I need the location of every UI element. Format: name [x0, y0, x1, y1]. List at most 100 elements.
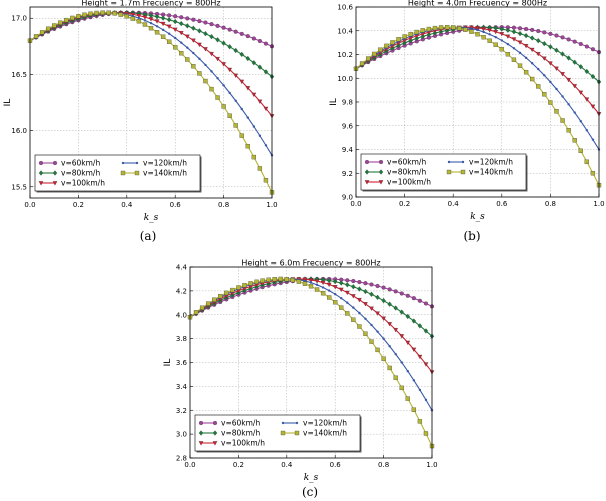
- data-point-c-4: [376, 330, 379, 333]
- x-tick-label-c: 0.8: [378, 461, 389, 469]
- data-point-c-4: [418, 388, 422, 392]
- series-a-5: [27, 10, 275, 195]
- x-tick-label-c: 1.0: [426, 461, 437, 469]
- data-point-a-2: [185, 23, 190, 29]
- data-point-a-5: [257, 166, 263, 171]
- data-point-c-4: [315, 283, 319, 287]
- chart-b: (b) 0.0 0.2 0.4 0.6 0.8 1.0 9.0 9.2 9.4 9.6 9.8 10.…: [329, 0, 605, 243]
- data-point-a-4: [174, 36, 177, 40]
- data-point-c-4: [388, 345, 391, 348]
- data-point-c-1: [405, 293, 410, 298]
- data-point-a-4: [137, 16, 141, 20]
- data-point-c-2: [339, 280, 344, 286]
- x-tick-label-a: 1.0: [266, 201, 277, 209]
- data-point-b-5: [505, 52, 511, 57]
- data-point-a-5: [245, 143, 250, 149]
- legend-marker-a-1: [38, 160, 44, 166]
- data-point-a-5: [130, 16, 136, 21]
- x-axis-label-b: k_s: [470, 212, 485, 222]
- data-point-b-1: [530, 27, 535, 32]
- data-point-a-2: [227, 44, 232, 50]
- data-point-b-2: [548, 44, 553, 50]
- data-point-a-3: [251, 92, 257, 98]
- data-point-b-4: [530, 62, 534, 65]
- data-point-b-2: [523, 33, 529, 39]
- data-point-c-2: [393, 305, 398, 311]
- data-point-b-4: [524, 56, 528, 60]
- data-point-a-3: [215, 56, 220, 62]
- x-tick-label-c: 0.4: [281, 461, 293, 469]
- data-point-c-3: [320, 280, 326, 286]
- data-point-a-4: [192, 51, 195, 55]
- x-tick-label-c: 0.0: [184, 461, 195, 469]
- legend-label-b-3: v=100km/h: [387, 178, 431, 187]
- legend-label-a-5: v=140km/h: [143, 169, 187, 178]
- data-point-c-3: [350, 294, 356, 299]
- legend-label-a-4: v=120km/h: [143, 159, 187, 168]
- legend-label-a-1: v=60km/h: [61, 159, 100, 168]
- legend-label-c-4: v=120km/h: [303, 419, 347, 428]
- data-point-c-5: [248, 281, 253, 286]
- data-point-a-1: [197, 19, 202, 24]
- data-point-b-4: [591, 138, 595, 141]
- legend-marker-c-2: [212, 430, 218, 436]
- data-point-a-5: [33, 34, 39, 39]
- data-point-c-5: [411, 407, 417, 412]
- y-tick-label-c: 4.2: [176, 287, 187, 295]
- data-point-c-5: [320, 291, 326, 296]
- data-point-b-3: [584, 97, 590, 102]
- data-point-b-1: [560, 35, 565, 40]
- data-point-a-3: [172, 27, 178, 32]
- data-point-c-4: [358, 311, 361, 315]
- legend-entry-a-1: v=60km/h: [38, 159, 100, 168]
- series-c-5: [187, 276, 435, 449]
- data-point-a-5: [46, 26, 51, 31]
- legend-marker-b-1: [378, 159, 384, 165]
- series-b-3: [353, 25, 602, 117]
- chart-title-b: Height = 4.0m Frecuency = 800Hz: [408, 0, 547, 8]
- data-point-b-5: [542, 92, 547, 97]
- legend-entry-b-4: v=120km/h: [447, 158, 513, 167]
- x-tick-label-b: 0.0: [350, 200, 361, 208]
- data-point-a-2: [251, 60, 257, 66]
- data-point-b-4: [518, 51, 522, 55]
- data-point-a-5: [179, 50, 184, 56]
- data-point-a-1: [203, 20, 208, 25]
- data-point-c-5: [266, 277, 271, 282]
- data-point-c-5: [345, 311, 350, 316]
- x-tick-label-a: 0.8: [218, 201, 229, 209]
- y-tick-label-b: 9.4: [342, 146, 354, 154]
- data-point-c-5: [417, 419, 423, 424]
- y-tick-label-c: 3.8: [176, 335, 187, 343]
- data-point-b-2: [572, 59, 577, 65]
- data-point-c-2: [417, 323, 423, 329]
- data-point-a-5: [58, 20, 63, 25]
- data-point-b-3: [499, 32, 505, 37]
- data-point-a-2: [179, 20, 184, 27]
- data-point-a-2: [209, 33, 214, 40]
- data-point-b-3: [572, 84, 578, 89]
- data-point-c-5: [399, 385, 404, 391]
- data-point-a-5: [191, 64, 196, 69]
- data-point-b-3: [493, 30, 499, 35]
- data-point-c-1: [393, 289, 398, 294]
- data-point-b-5: [396, 37, 401, 42]
- data-point-b-2: [517, 30, 523, 37]
- legend-entry-b-3: v=100km/h: [364, 178, 431, 187]
- data-point-a-2: [221, 40, 226, 46]
- legend-marker-c-5: [294, 430, 300, 436]
- data-point-b-1: [536, 29, 541, 34]
- data-point-c-3: [417, 354, 423, 360]
- data-point-a-4: [246, 116, 249, 119]
- data-point-b-5: [457, 26, 462, 31]
- data-point-c-1: [423, 301, 429, 306]
- y-tick-label-a: 16.5: [11, 71, 27, 79]
- data-point-c-4: [321, 286, 325, 289]
- data-point-c-5: [326, 295, 332, 300]
- data-point-a-2: [215, 37, 220, 43]
- data-point-c-2: [333, 278, 338, 285]
- x-tick-label-b: 0.2: [399, 200, 410, 208]
- data-point-c-5: [387, 365, 392, 371]
- data-point-a-1: [263, 41, 269, 46]
- data-point-b-5: [451, 25, 456, 30]
